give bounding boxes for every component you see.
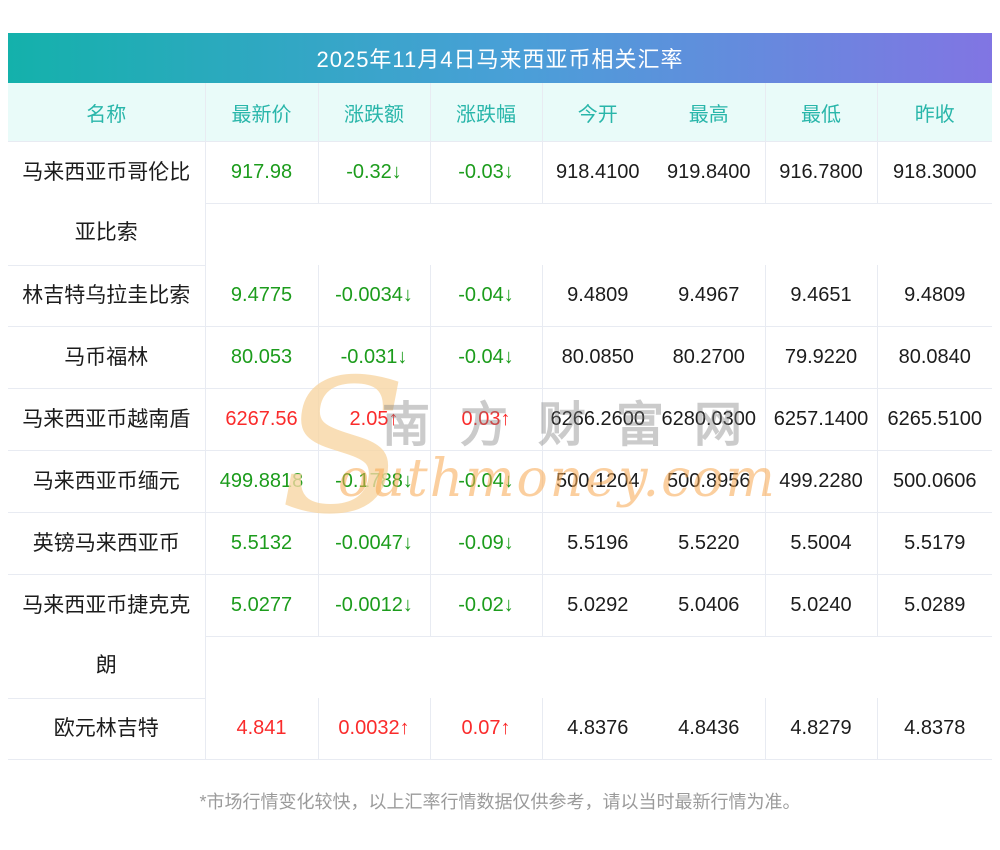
cell-open: 5.0292 xyxy=(542,574,653,637)
cell-latest: 917.98 xyxy=(205,141,319,204)
cell-pct: -0.04↓ xyxy=(430,450,543,513)
cell-high: 500.8956 xyxy=(653,450,766,513)
spacer-cell xyxy=(205,204,318,266)
cell-latest: 9.4775 xyxy=(205,265,319,327)
table-row: 林吉特乌拉圭比索 9.4775 -0.0034↓ -0.04↓ 9.4809 9.4967… xyxy=(8,265,992,327)
spacer-cell xyxy=(653,637,765,699)
cell-pct: -0.03↓ xyxy=(430,141,543,204)
cell-pct: -0.09↓ xyxy=(430,512,543,575)
cell-open: 6266.2600 xyxy=(542,388,653,451)
table-row: 马币福林 80.053 -0.031↓ -0.04↓ 80.0850 80.2700 79.… xyxy=(8,326,992,389)
spacer-cell xyxy=(765,637,877,699)
cell-low: 5.0240 xyxy=(765,574,878,637)
rate-table-panel: 2025年11月4日马来西亚币相关汇率 名称 最新价 涨跌额 涨跌幅 今开 最高… xyxy=(8,33,992,760)
spacer-cell xyxy=(205,637,318,699)
column-header-name: 名称 xyxy=(8,83,206,142)
table-row: 马来西亚币越南盾 6267.56 2.05↑ 0.03↑ 6266.2600 6280.0… xyxy=(8,388,992,451)
column-header-pct: 涨跌幅 xyxy=(430,83,543,142)
cell-prev: 5.0289 xyxy=(877,574,992,637)
cell-change: -0.0034↓ xyxy=(318,265,431,327)
cell-open: 5.5196 xyxy=(542,512,653,575)
cell-low: 4.8279 xyxy=(765,698,878,760)
cell-open: 500.1204 xyxy=(542,450,653,513)
cell-name: 英镑马来西亚币 xyxy=(8,512,206,575)
header-row: 名称 最新价 涨跌额 涨跌幅 今开 最高 最低 昨收 xyxy=(8,83,992,142)
table-title: 2025年11月4日马来西亚币相关汇率 xyxy=(8,33,992,83)
cell-open: 80.0850 xyxy=(542,326,653,389)
cell-high: 5.5220 xyxy=(653,512,766,575)
cell-low: 5.5004 xyxy=(765,512,878,575)
cell-change: -0.0012↓ xyxy=(318,574,431,637)
cell-open: 4.8376 xyxy=(542,698,653,760)
cell-pct: 0.07↑ xyxy=(430,698,543,760)
spacer-cell xyxy=(653,204,765,266)
cell-change: -0.32↓ xyxy=(318,141,431,204)
spacer-cell xyxy=(430,637,542,699)
cell-pct: 0.03↑ xyxy=(430,388,543,451)
cell-latest: 5.5132 xyxy=(205,512,319,575)
cell-pct: -0.04↓ xyxy=(430,265,543,327)
column-header-prev: 昨收 xyxy=(877,83,992,142)
cell-low: 6257.1400 xyxy=(765,388,878,451)
cell-low: 916.7800 xyxy=(765,141,878,204)
column-header-change: 涨跌额 xyxy=(318,83,431,142)
cell-change: -0.031↓ xyxy=(318,326,431,389)
cell-high: 4.8436 xyxy=(653,698,766,760)
cell-prev: 6265.5100 xyxy=(877,388,992,451)
cell-prev: 918.3000 xyxy=(877,141,992,204)
cell-open: 9.4809 xyxy=(542,265,653,327)
cell-prev: 80.0840 xyxy=(877,326,992,389)
column-header-latest: 最新价 xyxy=(205,83,319,142)
spacer-cell xyxy=(318,204,430,266)
cell-low: 499.2280 xyxy=(765,450,878,513)
cell-high: 80.2700 xyxy=(653,326,766,389)
cell-high: 9.4967 xyxy=(653,265,766,327)
cell-change: -0.1788↓ xyxy=(318,450,431,513)
cell-latest: 5.0277 xyxy=(205,574,319,637)
cell-name: 马币福林 xyxy=(8,326,206,389)
cell-low: 9.4651 xyxy=(765,265,878,327)
cell-latest: 4.841 xyxy=(205,698,319,760)
disclaimer-text: *市场行情变化较快，以上汇率行情数据仅供参考，请以当时最新行情为准。 xyxy=(199,792,801,812)
cell-high: 5.0406 xyxy=(653,574,766,637)
cell-change: 0.0032↑ xyxy=(318,698,431,760)
cell-prev: 9.4809 xyxy=(877,265,992,327)
cell-pct: -0.04↓ xyxy=(430,326,543,389)
spacer-cell xyxy=(318,637,430,699)
cell-name: 马来西亚币捷克克朗 xyxy=(8,574,206,699)
cell-change: -0.0047↓ xyxy=(318,512,431,575)
cell-prev: 4.8378 xyxy=(877,698,992,760)
table-row: 马来西亚币捷克克朗 5.0277 -0.0012↓ -0.02↓ 5.0292 5.040… xyxy=(8,574,992,699)
cell-high: 6280.0300 xyxy=(653,388,766,451)
cell-name: 马来西亚币越南盾 xyxy=(8,388,206,451)
table-row: 马来西亚币哥伦比亚比索 917.98 -0.32↓ -0.03↓ 918.4100 919… xyxy=(8,141,992,266)
cell-prev: 500.0606 xyxy=(877,450,992,513)
cell-pct: -0.02↓ xyxy=(430,574,543,637)
spacer-cell xyxy=(877,637,992,699)
cell-name: 欧元林吉特 xyxy=(8,698,206,760)
column-header-high: 最高 xyxy=(653,83,766,142)
spacer-cell xyxy=(542,637,653,699)
cell-high: 919.8400 xyxy=(653,141,766,204)
cell-name: 马来西亚币缅元 xyxy=(8,450,206,513)
cell-name: 林吉特乌拉圭比索 xyxy=(8,265,206,327)
cell-change: 2.05↑ xyxy=(318,388,431,451)
cell-latest: 6267.56 xyxy=(205,388,319,451)
column-header-low: 最低 xyxy=(765,83,878,142)
table-row: 欧元林吉特 4.841 0.0032↑ 0.07↑ 4.8376 4.8436 4.8279… xyxy=(8,698,992,760)
table-row: 英镑马来西亚币 5.5132 -0.0047↓ -0.09↓ 5.5196 5.5220 5… xyxy=(8,512,992,575)
spacer-cell xyxy=(765,204,877,266)
cell-prev: 5.5179 xyxy=(877,512,992,575)
spacer-cell xyxy=(542,204,653,266)
column-header-open: 今开 xyxy=(542,83,653,142)
cell-latest: 80.053 xyxy=(205,326,319,389)
cell-name: 马来西亚币哥伦比亚比索 xyxy=(8,141,206,266)
spacer-cell xyxy=(877,204,992,266)
table-row: 马来西亚币缅元 499.8818 -0.1788↓ -0.04↓ 500.1204 500… xyxy=(8,450,992,513)
exchange-rate-table: 名称 最新价 涨跌额 涨跌幅 今开 最高 最低 昨收 马来西亚币哥伦比亚比索 91… xyxy=(8,83,992,760)
cell-open: 918.4100 xyxy=(542,141,653,204)
cell-low: 79.9220 xyxy=(765,326,878,389)
cell-latest: 499.8818 xyxy=(205,450,319,513)
spacer-cell xyxy=(430,204,542,266)
